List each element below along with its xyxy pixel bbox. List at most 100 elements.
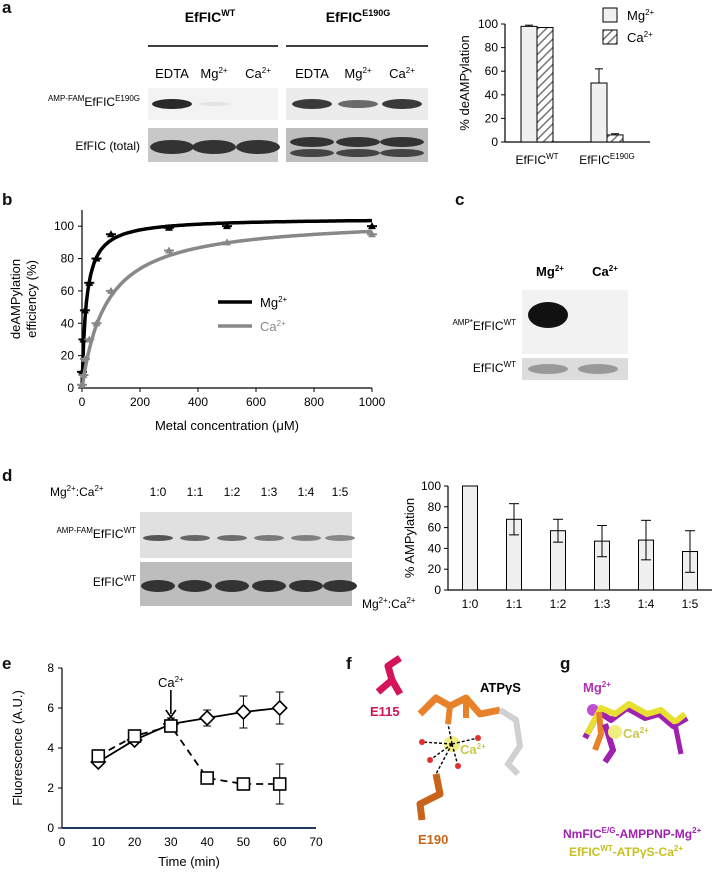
x-tick-label: 10	[92, 835, 106, 849]
y-tick-label: 40	[485, 88, 499, 102]
x-axis-label: Metal concentration (μM)	[155, 418, 299, 433]
y-axis-label: % AMPylation	[402, 498, 417, 578]
band	[528, 302, 568, 328]
band	[254, 535, 284, 541]
e190-sidechain	[416, 773, 444, 821]
y-tick-label: 0	[47, 821, 54, 835]
y-tick-label: 8	[47, 661, 54, 675]
y-tick-label: 60	[428, 521, 442, 535]
legend-swatch	[602, 7, 618, 23]
band	[336, 149, 380, 157]
y-axis-label-line2: efficiency (%)	[24, 260, 39, 338]
band	[150, 140, 194, 154]
bar	[606, 134, 624, 143]
row-amp-fam-label: AMP-FAMEfFICE190G	[48, 94, 140, 109]
panel-c-label: c	[455, 190, 465, 209]
y-tick-label: 6	[47, 701, 54, 715]
lane-ca-wt: Ca2+	[245, 66, 271, 81]
legend-swatch	[602, 29, 618, 45]
band	[236, 140, 280, 154]
ca-ion-g	[608, 725, 622, 739]
ribose	[498, 707, 524, 777]
band	[192, 140, 236, 154]
ratio-1-1: 1:1	[187, 485, 204, 499]
band	[141, 580, 175, 592]
panel-d-chart: 0 20 40 60 80 100 % AMPylation 1:0 1:1 1:2 1:3 1:4 1…	[362, 479, 712, 611]
y-tick-label: 60	[485, 64, 499, 78]
y-tick-label: 100	[54, 219, 74, 233]
band	[289, 580, 323, 592]
row-total-label: EfFIC (total)	[75, 139, 140, 153]
x-tick-label: EfFICWT	[515, 152, 558, 167]
panel-g-label: g	[560, 654, 571, 673]
row-total-d-label: EfFICWT	[93, 574, 136, 589]
band	[380, 137, 424, 147]
band	[217, 535, 247, 541]
ligand-label: ATPγS	[480, 680, 521, 695]
x-tick-label: 50	[237, 835, 251, 849]
ratio-header: Mg2+:Ca2+	[50, 484, 104, 499]
lane-ca-c: Ca2+	[592, 264, 618, 279]
band	[198, 102, 230, 106]
y-tick-label: 80	[428, 500, 442, 514]
band	[290, 137, 334, 147]
panel-a-blot: EfFICWT EfFICE190G EDTA Mg2+ Ca2+ EDTA M…	[48, 8, 428, 162]
panel-d-label: d	[2, 466, 13, 485]
band	[291, 535, 321, 541]
y-tick-label: 20	[428, 562, 442, 576]
ca-label-g: Ca2+	[623, 726, 649, 741]
panel-f-label: f	[346, 654, 352, 673]
legend-label: Mg2+	[260, 295, 288, 310]
panel-a-chart: 0 20 40 60 80 100 % deAMPylation EfFICWT EfFICE1…	[457, 7, 655, 167]
data-point	[235, 703, 252, 721]
x-tick-label: 70	[309, 835, 323, 849]
band	[292, 99, 332, 109]
x-tick-label: 1:0	[462, 597, 479, 611]
data-point	[271, 699, 288, 717]
ratio-1-0: 1:0	[150, 485, 167, 499]
x-axis-label: Time (min)	[158, 854, 220, 869]
panel-g-structure: Mg2+ Ca2+ NmFICE/G-AMPPNP-Mg2+ EfFICWT-A…	[563, 680, 702, 859]
group-e190g-label: EfFICE190G	[326, 8, 391, 25]
data-point	[199, 709, 216, 727]
lane-edta-mut: EDTA	[295, 66, 329, 81]
band	[382, 99, 422, 109]
e190-label: E190	[418, 832, 448, 847]
data-point	[272, 777, 287, 791]
x-tick-label: 200	[130, 395, 150, 409]
x-tick-label: 0	[79, 395, 86, 409]
y-tick-label: 2	[47, 781, 54, 795]
ca-arrow-head	[165, 709, 177, 719]
y-tick-label: 0	[491, 135, 498, 149]
bar	[536, 27, 554, 143]
bar	[520, 25, 538, 143]
lane-mg-c: Mg2+	[536, 264, 564, 279]
x-tick-label: 20	[128, 835, 142, 849]
legend-effic: EfFICWT-ATPγS-Ca2+	[569, 844, 683, 859]
band	[325, 535, 355, 541]
x-tick-label: 60	[273, 835, 287, 849]
series-line	[97, 724, 280, 785]
x-tick-label: 1:4	[638, 597, 655, 611]
data-point	[91, 749, 106, 763]
x-tick-label: 0	[59, 835, 66, 849]
e115-sidechain	[375, 655, 402, 695]
y-tick-label: 0	[67, 381, 74, 395]
panel-a-label: a	[2, 0, 12, 17]
y-tick-label: 20	[485, 111, 499, 125]
bar	[462, 485, 478, 591]
atp-backbone	[417, 694, 501, 718]
x-tick-label: 600	[246, 395, 266, 409]
band	[338, 100, 378, 108]
panel-e-label: e	[2, 654, 12, 673]
row-amp-c-label: AMP*EfFICWT	[452, 318, 516, 333]
atpgs	[584, 701, 687, 736]
mg-label-g: Mg2+	[583, 680, 611, 695]
y-tick-label: 20	[61, 349, 75, 363]
band	[178, 580, 212, 592]
band	[578, 364, 618, 374]
x-tick-label: 40	[200, 835, 214, 849]
ratio-1-5: 1:5	[332, 485, 349, 499]
legend-label: Mg2+	[627, 8, 655, 23]
y-tick-label: 100	[421, 479, 441, 493]
